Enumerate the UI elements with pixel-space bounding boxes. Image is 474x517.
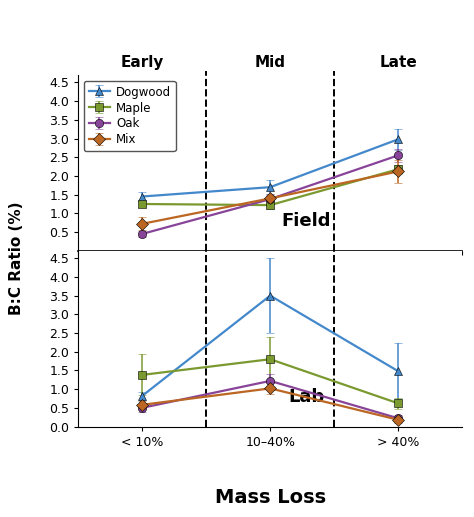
Text: Mid: Mid xyxy=(255,55,286,70)
Text: Late: Late xyxy=(379,55,417,70)
Text: Early: Early xyxy=(120,55,164,70)
Text: Field: Field xyxy=(281,212,331,230)
Text: Lab: Lab xyxy=(288,388,324,406)
Text: B:C Ratio (%): B:C Ratio (%) xyxy=(9,202,25,315)
Text: Mass Loss: Mass Loss xyxy=(215,488,326,507)
Legend: Dogwood, Maple, Oak, Mix: Dogwood, Maple, Oak, Mix xyxy=(84,81,176,151)
